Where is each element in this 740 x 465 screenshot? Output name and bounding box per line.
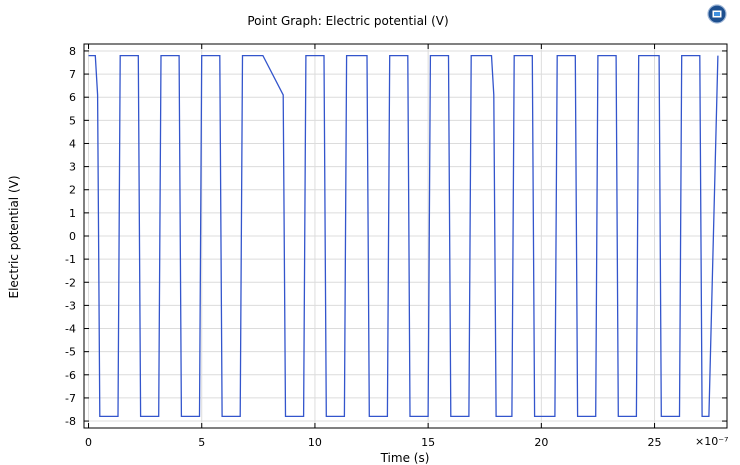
x-tick-label: 5 xyxy=(198,436,205,449)
y-tick-label: 3 xyxy=(69,161,76,174)
x-tick-label: 0 xyxy=(85,436,92,449)
x-tick-labels: 0 5 10 15 20 25 xyxy=(85,436,662,449)
chart-title: Point Graph: Electric potential (V) xyxy=(247,14,448,28)
x-tick-label: 25 xyxy=(648,436,662,449)
y-tick-label: 0 xyxy=(69,230,76,243)
y-tick-label: 2 xyxy=(69,184,76,197)
x-axis-multiplier: ×10⁻⁷ xyxy=(695,435,728,448)
x-axis-label: Time (s) xyxy=(380,451,430,465)
y-tick-label: 4 xyxy=(69,137,76,150)
y-tick-label: 5 xyxy=(69,114,76,127)
y-tick-label: 6 xyxy=(69,91,76,104)
y-tick-labels: 8 7 6 5 4 3 2 1 0 -1 -2 -3 -4 -5 -6 -7 -8 xyxy=(65,45,76,428)
y-tick-label: 8 xyxy=(69,45,76,58)
x-tick-label: 10 xyxy=(308,436,322,449)
x-tick-label: 15 xyxy=(421,436,435,449)
y-tick-label: -6 xyxy=(65,369,76,382)
y-tick-label: -1 xyxy=(65,253,76,266)
y-tick-label: -3 xyxy=(65,299,76,312)
y-tick-label: 1 xyxy=(69,207,76,220)
y-axis-label: Electric potential (V) xyxy=(7,175,21,298)
y-tick-label: -7 xyxy=(65,392,76,405)
app-logo-icon xyxy=(707,4,727,24)
y-tick-label: 7 xyxy=(69,68,76,81)
y-tick-label: -5 xyxy=(65,346,76,359)
y-tick-label: -4 xyxy=(65,323,76,336)
y-tick-label: -8 xyxy=(65,415,76,428)
y-tick-label: -2 xyxy=(65,276,76,289)
x-tick-label: 20 xyxy=(534,436,548,449)
